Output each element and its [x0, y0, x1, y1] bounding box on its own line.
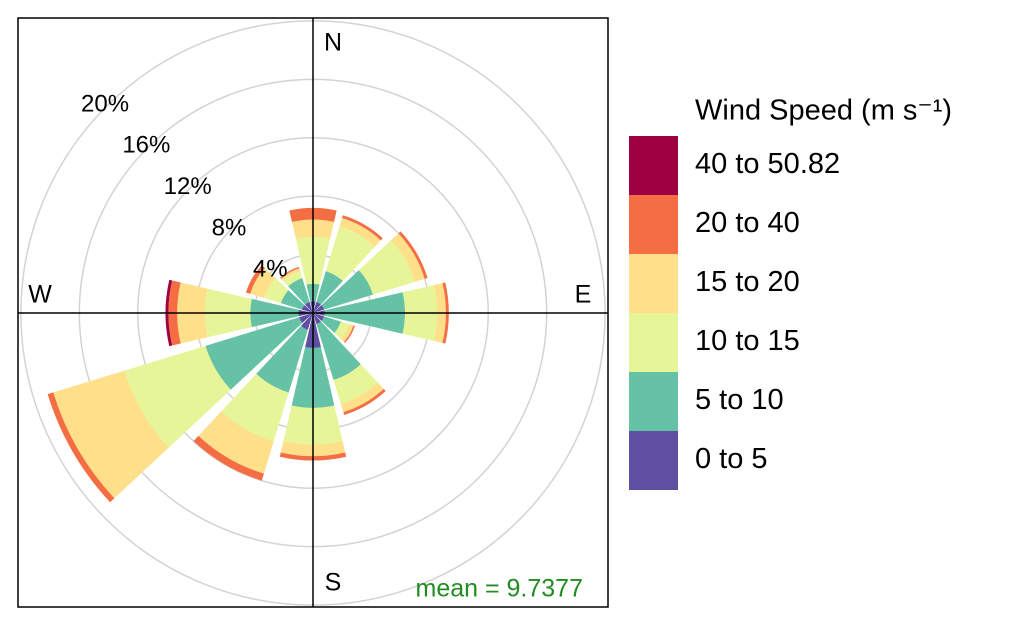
- wind-sector: [205, 317, 303, 390]
- wind-sector: [193, 435, 264, 481]
- wind-sector: [124, 345, 231, 448]
- wind-sector: [340, 324, 354, 342]
- wind-sector: [288, 278, 310, 305]
- wind-sector: [316, 271, 343, 305]
- wind-sector: [165, 279, 173, 347]
- wind-sector: [339, 218, 381, 247]
- legend-label: 10 to 15: [695, 325, 800, 357]
- compass-label: E: [575, 281, 592, 309]
- wind-sector: [53, 370, 169, 499]
- compass-label: N: [324, 29, 342, 57]
- legend-swatch: [629, 136, 678, 195]
- legend-swatch: [629, 313, 678, 372]
- compass-label: S: [325, 569, 342, 597]
- ring-label: 16%: [122, 132, 170, 159]
- wind-sector: [264, 278, 289, 304]
- ring-label: 4%: [253, 256, 288, 283]
- wind-sector: [280, 266, 300, 279]
- wind-sector: [334, 321, 350, 339]
- wind-sector: [245, 265, 265, 294]
- ring-label: 20%: [81, 90, 129, 117]
- legend-label: 5 to 10: [695, 384, 784, 416]
- wind-sector: [313, 301, 321, 313]
- legend-label: 40 to 50.82: [695, 148, 840, 180]
- wind-sector: [343, 388, 386, 415]
- wind-sector: [221, 373, 289, 442]
- legend-label: 0 to 5: [695, 443, 768, 475]
- legend-swatch: [629, 195, 678, 254]
- legend-swatch: [629, 431, 678, 490]
- wind-sector: [321, 316, 341, 333]
- legend-label: 20 to 40: [695, 207, 800, 239]
- wind-sector: [299, 313, 313, 323]
- wind-sector: [301, 305, 313, 313]
- wind-sector: [281, 268, 301, 281]
- wind-sector: [280, 290, 305, 310]
- wind-sector: [358, 240, 415, 295]
- legend-swatch: [629, 372, 678, 431]
- legend-title: Wind Speed (m s⁻¹): [695, 95, 952, 127]
- wind-sector: [442, 282, 449, 344]
- wind-sector: [256, 325, 308, 393]
- wind-sector: [313, 305, 325, 313]
- wind-sector: [342, 215, 383, 241]
- legend-swatch: [629, 254, 678, 313]
- compass-label: W: [28, 281, 52, 309]
- wind-sector: [343, 325, 355, 343]
- legend-label: 15 to 20: [695, 266, 800, 298]
- wind-sector: [198, 411, 274, 474]
- wind-sector: [325, 226, 375, 281]
- wind-sector: [390, 233, 425, 282]
- wind-sector: [313, 313, 325, 321]
- wind-sector: [321, 270, 374, 310]
- wind-sector: [250, 268, 276, 299]
- wind-sector: [301, 313, 313, 330]
- wind-sector: [305, 301, 313, 313]
- ring-label: 8%: [212, 214, 247, 241]
- wind-sector: [316, 321, 361, 381]
- wind-sector: [340, 382, 384, 413]
- wind-sector: [333, 364, 378, 404]
- mean-annotation: mean = 9.7377: [416, 575, 584, 603]
- wind-sector: [398, 231, 428, 279]
- wind-sector: [283, 271, 303, 287]
- ring-label: 12%: [164, 173, 212, 200]
- wind-sector: [47, 392, 115, 503]
- wind-sector: [313, 313, 321, 325]
